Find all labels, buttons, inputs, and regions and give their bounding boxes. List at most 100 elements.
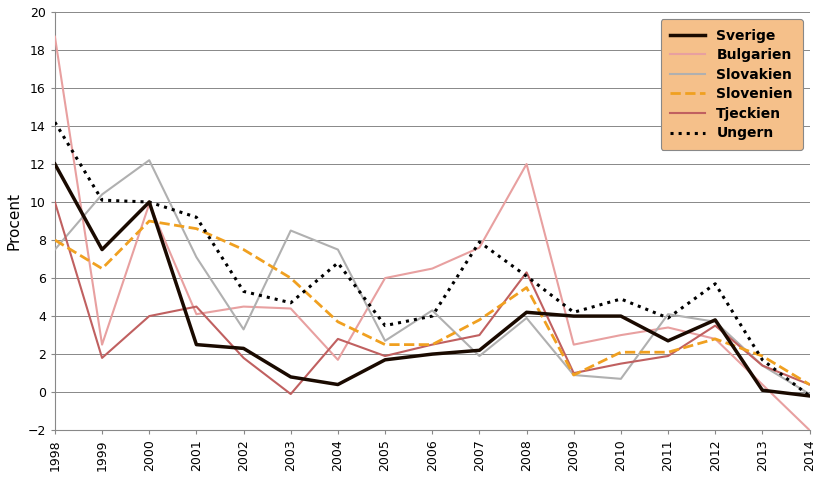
- Sverige: [380, 357, 390, 363]
- Ungern: [569, 309, 579, 315]
- Sverige: [805, 393, 815, 399]
- Tjeckien: [144, 313, 154, 319]
- Bulgarien: [710, 336, 720, 342]
- Sverige: [97, 247, 107, 252]
- Bulgarien: [144, 201, 154, 207]
- Slovakien: [522, 315, 532, 321]
- Ungern: [474, 239, 484, 245]
- Bulgarien: [239, 304, 249, 309]
- Tjeckien: [522, 270, 532, 275]
- Slovenien: [380, 342, 390, 348]
- Slovakien: [333, 247, 343, 252]
- Sverige: [757, 387, 767, 393]
- Slovakien: [144, 157, 154, 163]
- Ungern: [380, 323, 390, 328]
- Ungern: [663, 315, 673, 321]
- Slovenien: [710, 336, 720, 342]
- Ungern: [522, 273, 532, 279]
- Slovakien: [569, 372, 579, 378]
- Slovenien: [239, 247, 249, 252]
- Slovakien: [192, 254, 202, 260]
- Bulgarien: [380, 275, 390, 281]
- Bulgarien: [757, 381, 767, 387]
- Legend: Sverige, Bulgarien, Slovakien, Slovenien, Tjeckien, Ungern: Sverige, Bulgarien, Slovakien, Slovenien…: [661, 19, 802, 150]
- Slovakien: [286, 228, 295, 233]
- Slovenien: [144, 218, 154, 224]
- Ungern: [333, 260, 343, 266]
- Slovenien: [474, 317, 484, 323]
- Sverige: [239, 346, 249, 351]
- Slovenien: [192, 226, 202, 231]
- Ungern: [616, 296, 625, 302]
- Slovakien: [663, 311, 673, 317]
- Sverige: [616, 313, 625, 319]
- Slovakien: [380, 338, 390, 344]
- Ungern: [239, 289, 249, 294]
- Bulgarien: [333, 357, 343, 363]
- Slovenien: [569, 372, 579, 378]
- Sverige: [569, 313, 579, 319]
- Ungern: [50, 120, 60, 125]
- Tjeckien: [569, 370, 579, 376]
- Slovenien: [616, 349, 625, 355]
- Slovenien: [805, 381, 815, 387]
- Bulgarien: [616, 332, 625, 338]
- Slovenien: [50, 237, 60, 243]
- Ungern: [286, 300, 295, 305]
- Slovakien: [239, 326, 249, 332]
- Bulgarien: [474, 245, 484, 250]
- Slovakien: [97, 192, 107, 197]
- Ungern: [710, 281, 720, 287]
- Line: Tjeckien: Tjeckien: [55, 202, 810, 394]
- Bulgarien: [805, 427, 815, 433]
- Slovakien: [50, 247, 60, 252]
- Bulgarien: [427, 266, 437, 272]
- Sverige: [286, 374, 295, 380]
- Slovenien: [757, 353, 767, 359]
- Sverige: [522, 309, 532, 315]
- Tjeckien: [50, 199, 60, 205]
- Ungern: [805, 393, 815, 399]
- Tjeckien: [380, 353, 390, 359]
- Bulgarien: [50, 34, 60, 40]
- Line: Sverige: Sverige: [55, 164, 810, 396]
- Tjeckien: [97, 355, 107, 361]
- Tjeckien: [427, 342, 437, 348]
- Sverige: [663, 338, 673, 344]
- Line: Ungern: Ungern: [55, 122, 810, 396]
- Bulgarien: [663, 325, 673, 330]
- Tjeckien: [286, 391, 295, 397]
- Slovakien: [757, 363, 767, 369]
- Line: Slovakien: Slovakien: [55, 160, 810, 394]
- Sverige: [710, 317, 720, 323]
- Tjeckien: [616, 361, 625, 367]
- Slovakien: [427, 307, 437, 313]
- Slovakien: [474, 353, 484, 359]
- Slovenien: [663, 349, 673, 355]
- Ungern: [757, 357, 767, 363]
- Tjeckien: [333, 336, 343, 342]
- Bulgarien: [286, 305, 295, 311]
- Slovenien: [427, 342, 437, 348]
- Bulgarien: [97, 342, 107, 348]
- Tjeckien: [474, 332, 484, 338]
- Slovenien: [286, 275, 295, 281]
- Sverige: [50, 161, 60, 167]
- Sverige: [474, 348, 484, 353]
- Ungern: [97, 197, 107, 203]
- Bulgarien: [522, 161, 532, 167]
- Tjeckien: [757, 363, 767, 369]
- Tjeckien: [663, 353, 673, 359]
- Sverige: [192, 342, 202, 348]
- Slovenien: [333, 319, 343, 325]
- Tjeckien: [192, 304, 202, 309]
- Slovenien: [97, 266, 107, 272]
- Line: Slovenien: Slovenien: [55, 221, 810, 384]
- Sverige: [333, 381, 343, 387]
- Sverige: [427, 351, 437, 357]
- Line: Bulgarien: Bulgarien: [55, 37, 810, 430]
- Tjeckien: [805, 381, 815, 387]
- Slovenien: [522, 285, 532, 291]
- Slovakien: [805, 391, 815, 397]
- Ungern: [144, 199, 154, 205]
